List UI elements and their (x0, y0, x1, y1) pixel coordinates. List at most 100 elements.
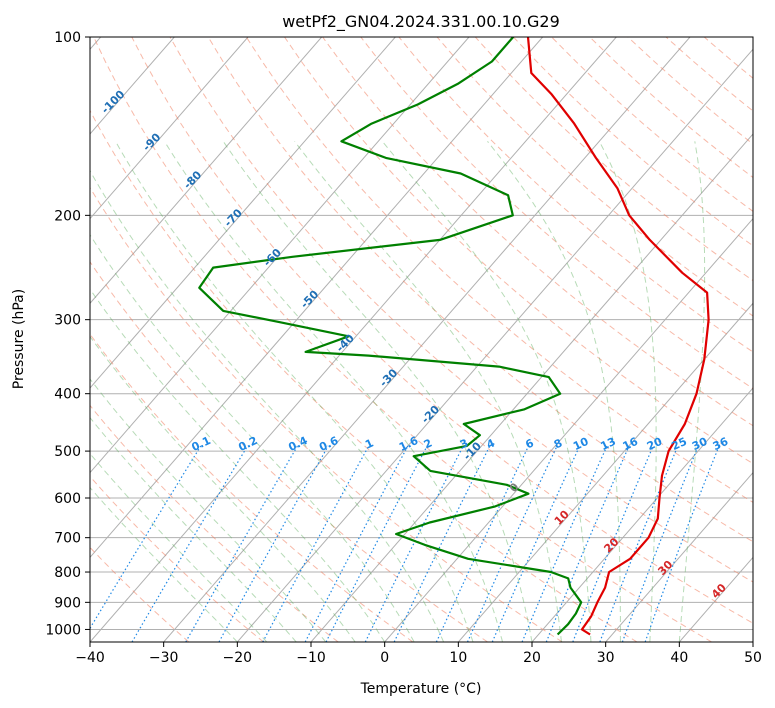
dry-adiabat-line (360, 37, 753, 390)
moist-adiabat-line (90, 486, 238, 642)
dry-adiabat-line (665, 37, 753, 112)
dry-adiabat-line (90, 333, 414, 642)
mixing-ratio-label: 10 (571, 435, 591, 453)
y-tick-label: 800 (54, 565, 81, 581)
dry-adiabat-line (93, 37, 712, 642)
x-tick-label: −20 (223, 650, 253, 666)
profile-series (198, 37, 710, 636)
isotherm-gridline (163, 37, 691, 642)
isotherm-gridline (90, 37, 249, 220)
mixing-ratio-label: 2 (422, 436, 434, 451)
dry-adiabat-line (245, 37, 753, 503)
isotherm-gridline (236, 48, 753, 642)
mixing-ratio-line (218, 445, 329, 642)
isotherm-label: -70 (222, 206, 245, 229)
dry-adiabats (90, 37, 753, 642)
mixing-ratio-lines (90, 445, 720, 642)
mixing-ratio-label: 8 (552, 436, 564, 451)
dry-adiabat-line (207, 37, 753, 543)
mixing-ratio-label: 16 (621, 435, 641, 453)
moist-adiabat-line (163, 141, 503, 642)
isotherm-label: -20 (419, 403, 442, 426)
mixing-ratio-line (644, 445, 720, 642)
isotherm-label: -30 (377, 366, 400, 389)
isotherm-gridline (90, 37, 396, 389)
y-tick-label: 100 (54, 30, 81, 46)
mixing-ratio-line (364, 445, 464, 642)
plot-frame (89, 36, 754, 643)
mixing-ratio-line (262, 445, 370, 642)
moist-adiabat-line (598, 141, 657, 642)
mixing-ratio-label: 13 (599, 435, 618, 453)
isotherm-label: -100 (99, 87, 128, 116)
y-tick-label: 300 (54, 313, 81, 329)
isotherm-gridline (90, 37, 617, 642)
dewpoint-line (198, 37, 583, 636)
dry-adiabat-line (90, 186, 563, 642)
x-tick-label: −10 (296, 650, 326, 666)
mixing-ratio-line (304, 445, 409, 642)
isotherm-label: -90 (140, 130, 163, 153)
mixing-ratio-label: 4 (485, 436, 498, 451)
mixing-ratio-line (393, 445, 491, 642)
mixing-ratio-label: 1 (363, 436, 375, 451)
moist-adiabat-line (115, 141, 474, 642)
y-axis: 100 200 300 400 500 600 700 800 900 1000 (45, 30, 90, 638)
isotherm-gridline (90, 37, 323, 305)
plot-area: -100-90-80-70-60-50-40-30-20-10010203040… (90, 37, 753, 642)
y-tick-label: 900 (54, 595, 81, 611)
dry-adiabat-line (90, 475, 264, 642)
dry-adiabat-line (90, 109, 638, 642)
isotherm-gridline (531, 387, 753, 642)
moist-adiabat-line (294, 140, 562, 642)
x-tick-label: 30 (597, 650, 615, 666)
isotherm-label: -60 (261, 246, 284, 269)
isotherm-label: 40 (709, 581, 729, 601)
y-tick-label: 200 (54, 208, 81, 224)
x-tick-label: 40 (670, 650, 688, 666)
dry-adiabat-line (90, 260, 488, 642)
dry-adiabat-line (169, 37, 753, 583)
x-tick-label: 20 (523, 650, 541, 666)
mixing-ratio-label: 36 (711, 435, 731, 453)
dry-adiabat-line (90, 546, 190, 642)
x-tick-label: 0 (380, 650, 389, 666)
isotherm-gridline (752, 641, 753, 642)
moist-adiabat-line (90, 335, 356, 642)
moist-adiabat-line (90, 452, 268, 642)
dry-adiabat-line (90, 404, 339, 642)
isotherm-gridline (90, 37, 470, 474)
x-axis-label: Temperature (°C) (360, 681, 482, 697)
mixing-ratio-line (90, 445, 202, 630)
isotherm-gridline (457, 302, 753, 642)
isotherm-gridline (605, 471, 753, 642)
moist-adiabat-line (90, 378, 327, 642)
moist-adiabat-line (90, 169, 445, 642)
mixing-ratio-label: 20 (645, 435, 665, 453)
isotherm-label: -50 (298, 288, 321, 311)
isotherm-gridline (90, 37, 544, 559)
moist-adiabats (90, 140, 706, 642)
moist-adiabat-line (90, 288, 386, 642)
isotherm-gridline (384, 217, 753, 642)
x-tick-label: −40 (75, 650, 105, 666)
mixing-ratio-label: 25 (670, 435, 689, 453)
y-tick-label: 400 (54, 387, 81, 403)
moist-adiabat-line (222, 141, 533, 642)
pressure-gridlines (90, 37, 753, 630)
dry-adiabat-line (398, 37, 753, 353)
dry-adiabat-line (436, 37, 753, 317)
dry-adiabat-line (589, 37, 753, 179)
temperature-line (526, 37, 710, 636)
isotherm-label: -80 (181, 168, 204, 191)
dry-adiabat-line (551, 37, 753, 212)
dry-adiabat-line (474, 37, 753, 282)
mixing-ratio-line (621, 445, 699, 642)
mixing-ratio-line (131, 445, 249, 642)
x-axis: −40 −30 −20 −10 0 10 20 30 40 50 (75, 642, 762, 666)
y-axis-label: Pressure (hPa) (11, 289, 27, 389)
isotherm-gridlines (90, 37, 753, 642)
moist-adiabat-line (90, 416, 297, 642)
mixing-ratio-line (325, 445, 428, 642)
